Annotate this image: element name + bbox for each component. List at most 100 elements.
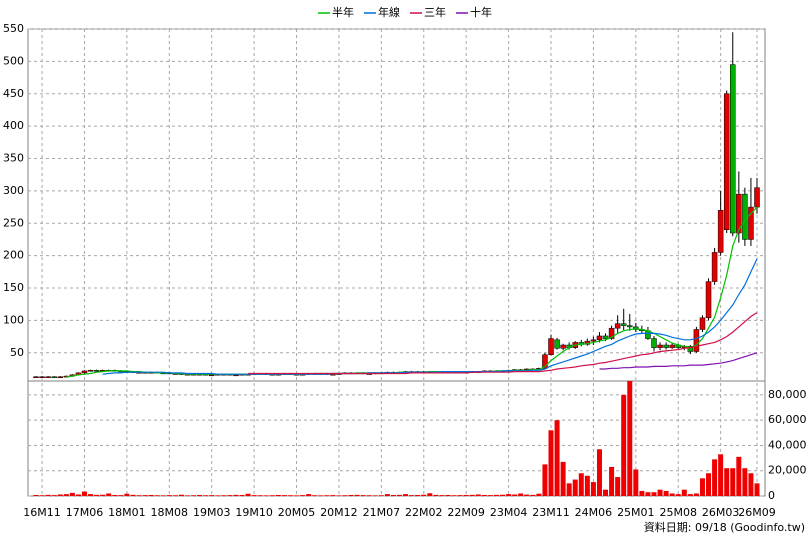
- candle-body: [548, 338, 554, 355]
- volume-bar: [693, 493, 699, 496]
- legend-label: 年線: [378, 5, 400, 19]
- candle-body: [87, 370, 94, 372]
- candle-body: [717, 210, 724, 253]
- candle-body: [705, 281, 712, 319]
- volume-bar: [348, 494, 354, 496]
- volume-bar: [227, 495, 233, 496]
- candle-body: [627, 325, 633, 328]
- y-tick-label: 450: [3, 87, 24, 100]
- x-tick-label: 20M12: [320, 506, 358, 519]
- volume-bar: [215, 495, 221, 496]
- candle-body: [51, 376, 57, 379]
- volume-bar: [287, 495, 293, 496]
- volume-bar: [524, 494, 530, 496]
- volume-bar: [221, 495, 227, 496]
- x-tick-label: 19M10: [235, 506, 273, 519]
- volume-bar: [69, 492, 75, 496]
- volume-bar: [360, 495, 366, 496]
- volume-bar: [681, 489, 687, 496]
- volume-bar: [33, 494, 39, 496]
- volume-bar: [88, 494, 94, 496]
- volume-bar: [130, 494, 136, 496]
- candle-body: [602, 335, 609, 339]
- x-tick-label: 18M01: [108, 506, 146, 519]
- volume-bar: [542, 464, 548, 496]
- candle-body: [590, 339, 597, 342]
- volume-bar: [306, 494, 312, 496]
- volume-bar: [687, 494, 693, 496]
- candle-body: [657, 344, 663, 348]
- y2-tick-label: 60,000: [768, 413, 807, 426]
- volume-bar: [275, 494, 281, 496]
- volume-bar: [263, 495, 269, 496]
- volume-bar: [730, 468, 736, 496]
- volume-bar: [457, 495, 463, 496]
- volume-bar: [172, 495, 178, 496]
- volume-bar: [445, 494, 451, 496]
- volume-bar: [536, 493, 542, 496]
- volume-bar: [748, 473, 754, 496]
- volume-bar: [203, 495, 209, 496]
- y-tick-label: 150: [3, 281, 24, 294]
- volume-bar: [663, 490, 669, 496]
- volume-bar: [354, 494, 360, 496]
- volume-bar: [245, 493, 251, 496]
- volume-bar: [427, 493, 433, 496]
- volume-bar: [669, 493, 675, 496]
- y-tick-label: 200: [3, 249, 24, 262]
- volume-bar: [548, 430, 554, 496]
- volume-bar: [415, 494, 421, 496]
- volume-bar: [506, 494, 512, 496]
- volume-bar: [712, 459, 718, 496]
- candle-body: [596, 335, 603, 341]
- x-tick-label: 25M01: [617, 506, 655, 519]
- y-tick-label: 100: [3, 313, 24, 326]
- volume-bar: [493, 494, 499, 496]
- volume-bar: [197, 494, 203, 496]
- volume-bar: [439, 495, 445, 496]
- y2-tick-label: 80,000: [768, 388, 807, 401]
- volume-bar: [603, 489, 609, 496]
- volume-bar: [481, 494, 487, 496]
- volume-bar: [566, 483, 572, 496]
- volume-bar: [475, 494, 481, 496]
- volume-bar: [487, 495, 493, 496]
- x-tick-label: 18M08: [151, 506, 189, 519]
- volume-bar: [384, 494, 390, 496]
- volume-bar: [136, 495, 142, 496]
- y-tick-label: 500: [3, 54, 24, 67]
- volume-bar: [596, 449, 602, 496]
- candle-body: [748, 206, 754, 240]
- volume-bar: [94, 494, 100, 496]
- volume-bar: [736, 456, 742, 496]
- volume-bar: [81, 491, 87, 496]
- candle-body: [742, 193, 748, 240]
- volume-bar: [554, 420, 560, 496]
- volume-bar: [142, 495, 148, 496]
- candle-body: [33, 376, 39, 379]
- candle-body: [93, 370, 100, 372]
- volume-bar: [463, 494, 469, 496]
- candle-body: [208, 374, 215, 377]
- volume-bar: [639, 490, 645, 496]
- ma-line: [599, 352, 758, 370]
- volume-bar: [239, 494, 245, 496]
- candle-body: [687, 346, 694, 352]
- volume-bar: [281, 495, 287, 496]
- candle-body: [669, 344, 675, 348]
- volume-bar: [372, 495, 378, 496]
- x-tick-label: 26M03: [702, 506, 740, 519]
- y2-tick-label: 40,000: [768, 438, 807, 451]
- x-tick-label: 17M06: [66, 506, 104, 519]
- candle-body: [730, 64, 736, 234]
- candle-body: [633, 326, 639, 330]
- y-tick-label: 250: [3, 216, 24, 229]
- volume-bar: [706, 473, 712, 496]
- volume-bar: [530, 494, 536, 496]
- legend-label: 三年: [424, 5, 446, 19]
- candle-body: [699, 317, 706, 330]
- volume-bar: [572, 479, 578, 496]
- x-tick-label: 16M11: [23, 506, 61, 519]
- candle-body: [57, 376, 63, 379]
- ma-line: [102, 258, 758, 375]
